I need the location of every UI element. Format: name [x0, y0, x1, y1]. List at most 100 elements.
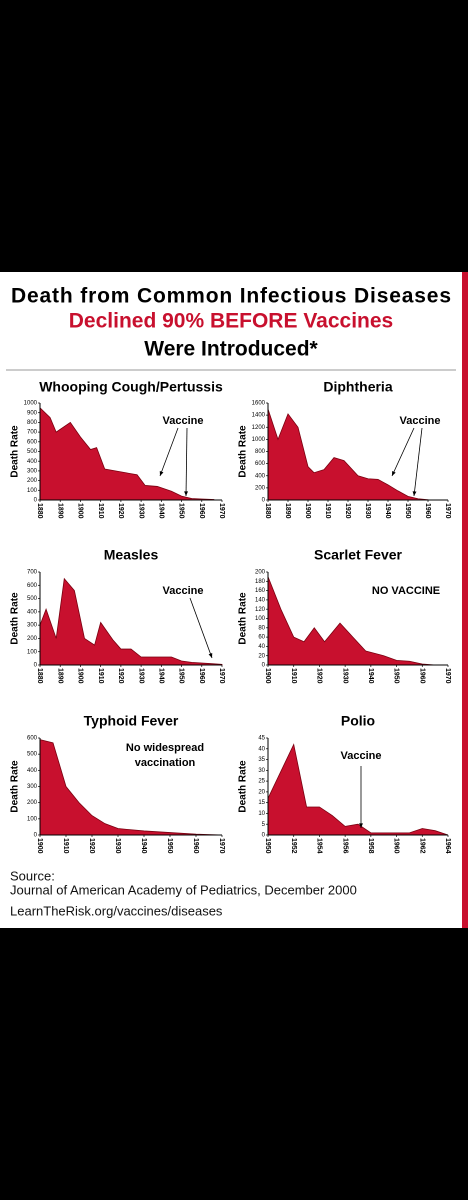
- y-tick-label: 15: [258, 800, 265, 806]
- y-tick-label: 180: [255, 579, 266, 585]
- annotation: Vaccine: [341, 750, 382, 762]
- x-tick-label: 1900: [77, 503, 84, 519]
- arrow-shaft: [391, 427, 415, 477]
- y-tick-label: 400: [255, 473, 266, 479]
- card-edge: [462, 272, 468, 928]
- y-tick-label: 30: [258, 768, 265, 774]
- y-tick-label: 100: [27, 816, 38, 822]
- x-tick-label: 1920: [117, 503, 124, 519]
- x-tick-label: 1890: [56, 503, 63, 519]
- arrow-head: [208, 653, 213, 658]
- area: [39, 739, 223, 836]
- y-tick-label: 600: [27, 736, 38, 742]
- y-tick-label: 10: [258, 811, 265, 817]
- y-tick-label: 500: [27, 596, 38, 602]
- y-tick-label: 1000: [252, 437, 266, 443]
- x-tick-label: 1960: [198, 503, 205, 519]
- x-tick-label: 1910: [324, 503, 331, 519]
- y-tick-label: 300: [27, 468, 38, 474]
- x-tick-label: 1962: [418, 838, 425, 854]
- chart-title: Polio: [341, 713, 375, 729]
- x-tick-label: 1880: [36, 503, 43, 519]
- y-axis-title: Death Rate: [10, 592, 21, 645]
- y-tick-label: 120: [255, 607, 266, 613]
- y-axis-title: Death Rate: [10, 760, 21, 813]
- x-tick-label: 1900: [304, 503, 311, 519]
- x-tick-label: 1940: [384, 503, 391, 519]
- y-tick-label: 1600: [252, 401, 266, 407]
- y-tick-label: 700: [27, 570, 38, 576]
- y-tick-label: 5: [262, 822, 266, 828]
- x-tick-label: 1940: [157, 503, 164, 519]
- x-tick-label: 1952: [290, 838, 297, 854]
- x-tick-label: 1950: [178, 503, 185, 519]
- x-tick-label: 1954: [316, 838, 323, 854]
- annotation: No widespread: [126, 742, 204, 754]
- arrow-shaft: [413, 427, 423, 497]
- y-axis-title: Death Rate: [238, 425, 249, 478]
- y-tick-label: 1200: [252, 425, 266, 431]
- x-tick-label: 1890: [284, 503, 291, 519]
- x-tick-label: 1880: [264, 503, 271, 519]
- y-tick-label: 0: [262, 833, 266, 839]
- x-tick-label: 1890: [56, 668, 63, 684]
- y-tick-label: 1400: [252, 413, 266, 419]
- x-tick-label: 1930: [137, 668, 144, 684]
- y-tick-label: 600: [27, 583, 38, 589]
- y-axis-title: Death Rate: [238, 760, 249, 813]
- y-tick-label: 25: [258, 779, 265, 785]
- area: [39, 577, 223, 666]
- y-axis-title: Death Rate: [10, 425, 21, 478]
- y-tick-label: 60: [258, 635, 265, 641]
- y-tick-label: 300: [27, 784, 38, 790]
- x-tick-label: 1880: [36, 668, 43, 684]
- annotation: Vaccine: [163, 585, 204, 597]
- x-tick-label: 1950: [404, 503, 411, 519]
- arrow-head: [392, 471, 396, 476]
- area: [267, 743, 449, 836]
- source-line: LearnTheRisk.org/vaccines/diseases: [10, 903, 223, 918]
- source-line: Journal of American Academy of Pediatric…: [10, 882, 357, 897]
- x-tick-label: 1940: [157, 668, 164, 684]
- x-tick-label: 1964: [444, 838, 451, 854]
- arrow-head: [184, 491, 189, 496]
- x-tick-label: 1900: [264, 668, 271, 684]
- y-tick-label: 0: [34, 663, 38, 669]
- y-tick-label: 400: [27, 768, 38, 774]
- y-axis-title: Death Rate: [238, 592, 249, 645]
- x-tick-label: 1956: [341, 838, 348, 854]
- y-tick-label: 40: [258, 746, 265, 752]
- y-tick-label: 35: [258, 757, 265, 763]
- y-tick-label: 300: [27, 623, 38, 629]
- source-line: Source:: [10, 868, 55, 883]
- y-tick-label: 20: [258, 653, 265, 659]
- x-tick-label: 1920: [316, 668, 323, 684]
- chart-title: Typhoid Fever: [84, 713, 179, 729]
- x-tick-label: 1970: [218, 668, 225, 684]
- y-tick-label: 100: [27, 649, 38, 655]
- x-tick-label: 1960: [424, 503, 431, 519]
- x-tick-label: 1930: [364, 503, 371, 519]
- y-tick-label: 500: [27, 449, 38, 455]
- annotation: NO VACCINE: [372, 585, 440, 597]
- x-tick-label: 1920: [117, 668, 124, 684]
- x-tick-label: 1940: [367, 668, 374, 684]
- x-tick-label: 1930: [341, 668, 348, 684]
- x-tick-label: 1910: [97, 668, 104, 684]
- arrow-shaft: [189, 597, 213, 659]
- y-tick-label: 600: [27, 439, 38, 445]
- chart-title: Diphtheria: [323, 379, 392, 395]
- header-line: Were Introduced*: [144, 338, 318, 361]
- x-tick-label: 1960: [198, 668, 205, 684]
- chart-title: Whooping Cough/Pertussis: [39, 379, 223, 395]
- y-tick-label: 20: [258, 789, 265, 795]
- annotation: vaccination: [135, 757, 196, 769]
- y-tick-label: 0: [34, 833, 38, 839]
- y-tick-label: 0: [34, 498, 38, 504]
- y-tick-label: 700: [27, 430, 38, 436]
- y-tick-label: 200: [27, 800, 38, 806]
- x-tick-label: 1950: [166, 838, 173, 854]
- x-tick-label: 1950: [178, 668, 185, 684]
- chart-title: Scarlet Fever: [314, 547, 402, 563]
